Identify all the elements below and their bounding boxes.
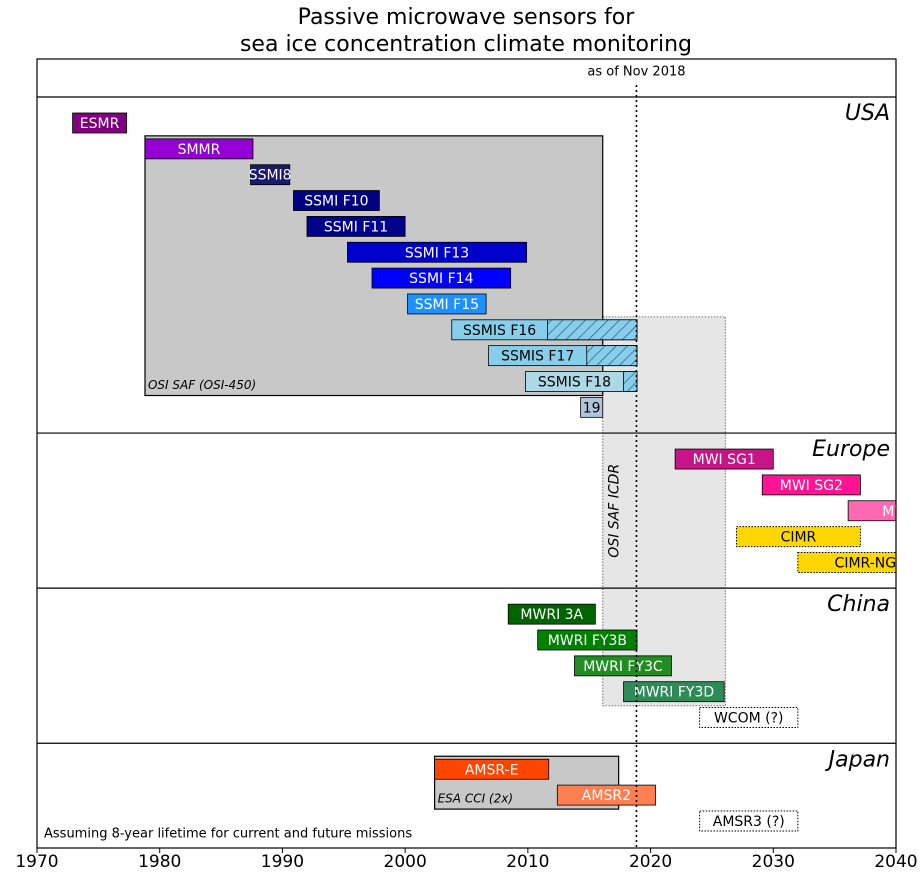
sensor-bar: [306, 215, 406, 237]
region-label: Japan: [825, 747, 890, 772]
sensor-bar: [72, 112, 127, 134]
sensor-bar: [407, 293, 487, 315]
sensor-label: AMSR2: [582, 788, 631, 804]
sensor-bar: [507, 603, 596, 625]
x-tick-label: 2020: [629, 852, 672, 872]
sensor-bar: [735, 526, 861, 548]
x-tick-label: 1970: [15, 852, 58, 872]
sensor-bar: [847, 500, 896, 522]
sensor-bar: [434, 758, 550, 780]
x-tick-label: 2000: [384, 852, 427, 872]
sensor-label: SSMI F13: [405, 245, 469, 261]
chart-title: sea ice concentration climate monitoring: [240, 32, 692, 57]
x-tick-label: 1980: [138, 852, 181, 872]
sensor-bar: [556, 784, 656, 806]
sensor-label: SSMI8: [249, 168, 292, 184]
hatched-extension: [547, 319, 638, 341]
x-tick-label: 2010: [506, 852, 549, 872]
sensor-label: AMSR-E: [465, 762, 519, 778]
sensor-bar: [623, 681, 725, 703]
sensor-label: WCOM (?): [714, 711, 784, 727]
region-label: China: [827, 592, 890, 617]
sensor-label: MWRI FY3D: [634, 685, 715, 701]
sensor-label: MWRI FY3C: [583, 659, 663, 675]
sensor-label: SSMI F14: [409, 271, 473, 287]
sensor-label: SSMIS F17: [501, 349, 574, 365]
sensor-label: MWRI FY3B: [548, 633, 627, 649]
x-tick-label: 2030: [752, 852, 795, 872]
sensor-bar: [574, 655, 672, 677]
region-label: USA: [845, 101, 890, 126]
coverage-label: OSI SAF ICDR: [607, 464, 623, 558]
sensor-label: SSMI F15: [415, 297, 479, 313]
sensor-bar: [347, 241, 528, 263]
hatched-extension: [623, 371, 638, 392]
sensor-label: SMMR: [178, 142, 221, 158]
sensor-bar: [250, 164, 291, 186]
sensor-label: SSMIS F16: [463, 323, 536, 339]
chart-title: Passive microwave sensors for: [298, 5, 636, 30]
x-tick-label: 2040: [874, 852, 917, 872]
sensor-label: ESMR: [80, 116, 120, 132]
x-tick-label: 1990: [261, 852, 304, 872]
sensor-label: CIMR: [781, 530, 817, 546]
coverage-label: ESA CCI (2x): [438, 792, 513, 806]
sensor-bar: [293, 190, 380, 211]
sensor-bar: [761, 474, 861, 496]
note: Assuming 8-year lifetime for current and…: [44, 827, 412, 842]
sensor-bar: [144, 138, 254, 160]
sensor-label: CIMR-NG: [835, 555, 897, 571]
sensor-label: SSMI F10: [304, 194, 368, 210]
sensor-label: AMSR3 (?): [713, 814, 785, 830]
coverage-label: OSI SAF (OSI-450): [148, 378, 256, 392]
sensor-bar: [699, 707, 799, 729]
sensor-label: 19: [583, 400, 601, 416]
sensor-label: MWI: [882, 504, 912, 520]
sensor-label: MWRI 3A: [520, 607, 583, 623]
plot-frame: [36, 58, 897, 849]
sensor-label: SSMIS F18: [538, 375, 611, 391]
sensor-bar: [371, 267, 512, 289]
region-label: Europe: [812, 437, 890, 462]
sensor-bar: [674, 448, 774, 470]
sensor-bar: [797, 551, 896, 573]
sensor-label: SSMI F11: [324, 219, 388, 235]
now-label: as of Nov 2018: [587, 65, 685, 80]
hatched-extension: [586, 345, 638, 367]
sensor-label: MWI SG2: [780, 478, 843, 494]
sensor-label: MWI SG1: [693, 452, 756, 468]
sensor-bar: [580, 396, 604, 418]
sensor-bar: [699, 810, 799, 832]
